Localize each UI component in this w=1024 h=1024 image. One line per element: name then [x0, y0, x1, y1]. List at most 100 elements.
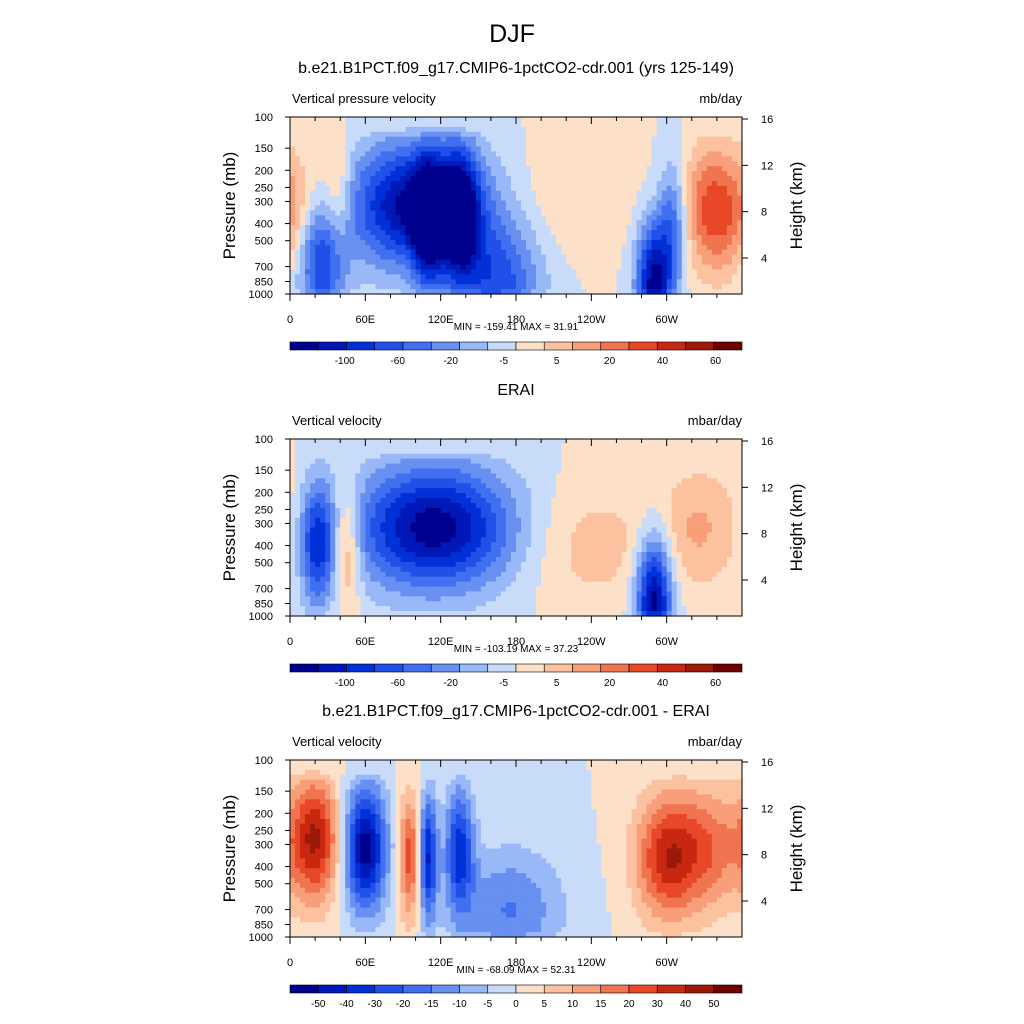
heatmap-cell	[390, 126, 397, 133]
heatmap-cell	[541, 176, 547, 182]
heatmap-cell	[355, 279, 361, 285]
heatmap-cell	[666, 131, 673, 138]
heatmap-cell	[365, 527, 371, 534]
heatmap-cell	[541, 284, 547, 290]
heatmap-cell	[546, 185, 552, 192]
heatmap-cell	[711, 279, 718, 285]
heatmap-cell	[601, 264, 607, 271]
heatmap-cell	[505, 151, 512, 157]
heatmap-cell	[435, 156, 442, 162]
heatmap-cell	[546, 166, 552, 172]
heatmap-cell	[671, 215, 678, 221]
heatmap-cell	[566, 117, 572, 123]
heatmap-cell	[370, 205, 376, 212]
heatmap-cell	[385, 591, 392, 597]
heatmap-cell	[320, 200, 326, 207]
heatmap-cell	[566, 136, 572, 143]
heatmap-cell	[440, 488, 447, 494]
heatmap-cell	[395, 185, 402, 192]
heatmap-cell	[325, 166, 331, 172]
heatmap-cell	[345, 171, 351, 177]
heatmap-cell	[706, 151, 713, 157]
heatmap-cell	[415, 156, 422, 162]
heatmap-cell	[390, 284, 397, 290]
heatmap-cell	[340, 468, 346, 475]
heatmap-cell	[726, 126, 733, 133]
heatmap-cell	[375, 557, 381, 563]
heatmap-cell	[475, 210, 482, 216]
heatmap-cell	[310, 478, 316, 484]
heatmap-cell	[455, 121, 462, 128]
heatmap-cell	[370, 537, 376, 543]
heatmap-cell	[390, 215, 397, 221]
heatmap-cell	[666, 161, 673, 167]
heatmap-cell	[516, 220, 522, 226]
heatmap-cell	[400, 166, 407, 172]
heatmap-cell	[716, 215, 723, 221]
heatmap-cell	[576, 141, 582, 148]
heatmap-cell	[666, 126, 673, 133]
heatmap-cell	[310, 463, 316, 470]
heatmap-cell	[360, 200, 366, 207]
heatmap-cell	[711, 259, 718, 266]
x-tick-label: 120E	[428, 314, 454, 326]
heatmap-cell	[340, 448, 346, 455]
heatmap-cell	[350, 230, 356, 236]
heatmap-cell	[450, 289, 457, 295]
heatmap-cell	[656, 171, 663, 177]
heatmap-cell	[290, 473, 296, 479]
heatmap-cell	[325, 557, 331, 563]
heatmap-cell	[731, 244, 738, 251]
heatmap-cell	[295, 458, 301, 465]
heatmap-cell	[395, 591, 402, 597]
heatmap-cell	[591, 185, 597, 192]
heatmap-cell	[470, 591, 477, 597]
heatmap-cell	[686, 185, 693, 192]
heatmap-cell	[485, 502, 492, 509]
heatmap-cell	[310, 117, 316, 123]
heatmap-cell	[425, 180, 432, 187]
heatmap-cell	[455, 596, 462, 602]
heatmap-cell	[571, 264, 577, 271]
heatmap-cell	[305, 601, 311, 607]
heatmap-cell	[531, 126, 537, 133]
heatmap-cell	[465, 117, 472, 123]
heatmap-cell	[390, 502, 397, 509]
heatmap-cell	[305, 463, 311, 470]
colorbar-box	[430, 341, 460, 351]
heatmap-cell	[641, 274, 648, 280]
heatmap-cell	[591, 136, 597, 143]
heatmap-cell	[330, 136, 336, 143]
heatmap-cell	[500, 453, 507, 460]
heatmap-cell	[455, 527, 462, 534]
heatmap-cell	[365, 136, 371, 143]
heatmap-cell	[631, 244, 638, 251]
heatmap-cell	[455, 230, 462, 236]
heatmap-cell	[671, 166, 678, 172]
heatmap-cell	[375, 230, 381, 236]
heatmap-cell	[350, 517, 356, 524]
heatmap-cell	[531, 200, 537, 207]
heatmap-cell	[430, 611, 437, 617]
heatmap-cell	[450, 557, 457, 563]
heatmap-cell	[475, 512, 482, 519]
heatmap-cell	[350, 493, 356, 499]
heatmap-cell	[681, 190, 688, 197]
heatmap-cell	[345, 468, 351, 475]
heatmap-cell	[355, 284, 361, 290]
heatmap-cell	[330, 200, 336, 207]
heatmap-cell	[510, 230, 517, 236]
heatmap-cell	[536, 195, 542, 202]
heatmap-cell	[691, 146, 698, 153]
heatmap-cell	[355, 596, 361, 602]
heatmap-cell	[345, 586, 351, 593]
heatmap-cell	[505, 220, 512, 226]
heatmap-cell	[440, 161, 447, 167]
heatmap-cell	[355, 141, 361, 148]
heatmap-cell	[305, 552, 311, 558]
heatmap-cell	[425, 468, 432, 475]
heatmap-cell	[711, 205, 718, 212]
heatmap-cell	[320, 146, 326, 153]
heatmap-cell	[410, 239, 417, 246]
heatmap-cell	[450, 547, 457, 553]
